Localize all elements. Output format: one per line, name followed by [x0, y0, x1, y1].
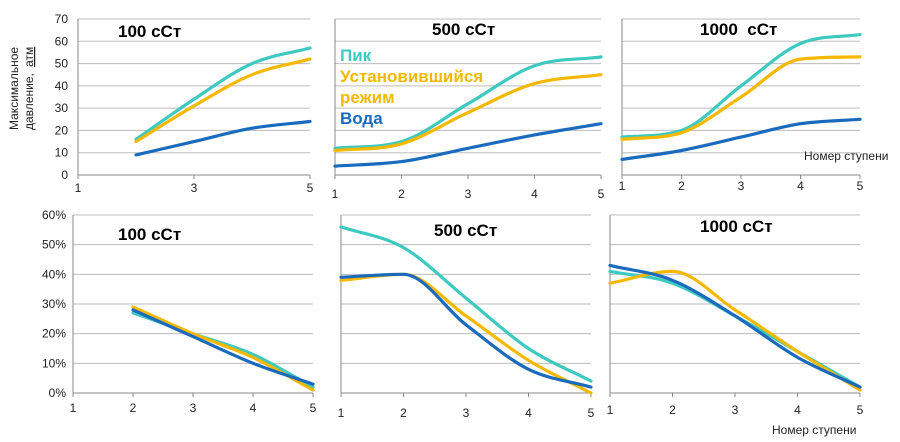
x-tick-label: 1 — [70, 401, 77, 415]
x-tick-label: 5 — [857, 179, 864, 193]
x-axis-label-bottom: Номер ступени — [772, 423, 856, 437]
x-tick-label: 1 — [619, 179, 626, 193]
x-tick-label: 5 — [857, 403, 864, 417]
x-tick-label: 2 — [398, 187, 405, 201]
series-line-water — [134, 119, 312, 157]
x-tick-label: 1 — [607, 403, 614, 417]
y-tick-label: 30 — [55, 101, 69, 115]
y-tick-label: 20 — [55, 123, 69, 137]
x-tick-label: 5 — [598, 187, 605, 201]
legend-water: Вода — [340, 109, 383, 128]
series-line-steady — [608, 269, 862, 392]
y-tick-label: 50% — [42, 238, 66, 252]
x-tick-label: 4 — [531, 187, 538, 201]
x-tick-label: 4 — [794, 403, 801, 417]
chart-panel-4: 0% 10% 20% 30% 40% 50% 60% 1 2 3 4 5 100 сСт — [42, 208, 317, 415]
chart-panel-6: 1 2 3 4 5 1000 сСт — [607, 214, 864, 417]
x-tick-label: 2 — [669, 403, 676, 417]
y-tick-label: 60% — [42, 208, 66, 222]
legend-steady-line2: режим — [340, 88, 395, 107]
y-tick-label: 0% — [49, 386, 67, 400]
x-tick-label: 2 — [400, 406, 407, 420]
y-tick-label: 10% — [42, 356, 66, 370]
panel-title: 100 сСт — [118, 225, 181, 244]
x-tick-label: 4 — [797, 179, 804, 193]
x-axis-label-top: Номер ступени — [804, 149, 888, 163]
series-line-water — [608, 263, 862, 389]
series-line-peak — [620, 33, 862, 139]
y-axis-label-line2: давление, — [22, 73, 36, 130]
y-tick-label: 60 — [55, 34, 69, 48]
y-axis-label-line1: Максимальное — [7, 47, 21, 130]
series-line-steady — [131, 305, 315, 392]
y-tick-label: 0 — [61, 168, 68, 182]
y-axis-label-2: давление, атм — [22, 47, 36, 130]
legend-peak: Пик — [340, 46, 372, 65]
legend: Пик Установившийся режим Вода — [340, 46, 483, 128]
x-tick-label: 4 — [250, 401, 257, 415]
y-tick-label: 20% — [42, 327, 66, 341]
chart-panels: 0 10 20 30 40 50 60 70 1 3 5 100 сСт 1 2 3 4 5 500 сСт 1 2 3… — [42, 12, 864, 420]
x-tick-label: 3 — [738, 179, 745, 193]
series-line-steady — [333, 73, 603, 153]
legend-steady-line1: Установившийся — [340, 67, 483, 86]
panel-title: 500 сСт — [434, 221, 497, 240]
chart-panel-1: 0 10 20 30 40 50 60 70 1 3 5 100 сСт — [55, 12, 314, 195]
panel-title: 500 сСт — [432, 20, 495, 39]
x-tick-label: 1 — [332, 187, 339, 201]
y-tick-label: 40% — [42, 267, 66, 281]
series-line-steady — [620, 55, 862, 141]
x-tick-label: 5 — [307, 181, 314, 195]
x-tick-label: 2 — [678, 179, 685, 193]
x-tick-label: 3 — [732, 403, 739, 417]
x-tick-label: 5 — [310, 401, 317, 415]
chart-panel-3: 1 2 3 4 5 1000 сСт — [619, 18, 864, 193]
y-tick-label: 50 — [55, 57, 69, 71]
panel-title: 1000 сСт — [700, 20, 777, 39]
series-line-peak — [339, 225, 593, 383]
series-line-steady — [134, 57, 312, 144]
series-line-water — [131, 308, 315, 386]
series-line-water — [620, 117, 862, 161]
x-tick-label: 3 — [191, 181, 198, 195]
y-tick-label: 40 — [55, 79, 69, 93]
series-line-water — [333, 122, 603, 168]
x-tick-label: 5 — [588, 406, 595, 420]
x-tick-label: 1 — [338, 406, 345, 420]
x-tick-label: 1 — [75, 181, 82, 195]
y-tick-label: 70 — [55, 12, 69, 26]
x-tick-label: 3 — [190, 401, 197, 415]
y-tick-label: 30% — [42, 297, 66, 311]
series-line-peak — [134, 46, 312, 141]
series-line-water — [339, 272, 593, 389]
x-tick-label: 4 — [525, 406, 532, 420]
y-axis-label: Максимальное — [7, 47, 21, 130]
panel-title: 100 сСт — [118, 22, 181, 41]
chart-panel-2: 1 2 3 4 5 500 сСт — [332, 18, 605, 201]
y-tick-label: 10 — [55, 146, 69, 160]
series-line-peak — [333, 55, 603, 150]
x-tick-label: 3 — [465, 187, 472, 201]
y-axis-label-unit: атм — [22, 47, 36, 67]
chart-panel-5: 1 2 3 4 5 500 сСт — [338, 214, 595, 420]
panel-title: 1000 сСт — [700, 217, 773, 236]
x-tick-label: 3 — [463, 406, 470, 420]
x-tick-label: 2 — [130, 401, 137, 415]
